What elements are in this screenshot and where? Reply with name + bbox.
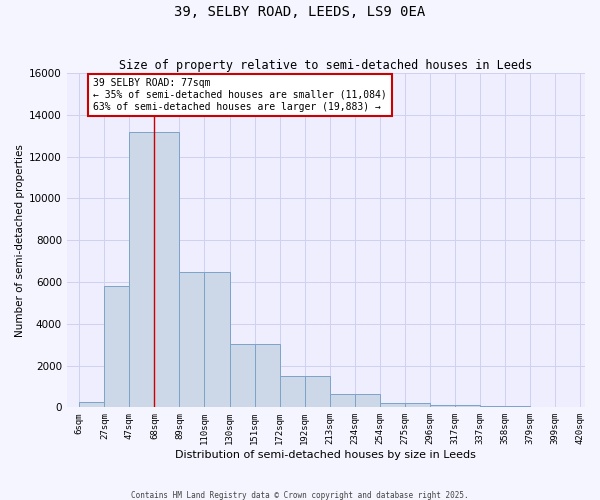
Bar — [79, 402, 104, 407]
Text: 39, SELBY ROAD, LEEDS, LS9 0EA: 39, SELBY ROAD, LEEDS, LS9 0EA — [175, 5, 425, 19]
Bar — [480, 406, 505, 407]
Bar — [555, 406, 580, 408]
Bar — [254, 344, 280, 407]
Y-axis label: Number of semi-detached properties: Number of semi-detached properties — [15, 144, 25, 336]
Bar — [430, 404, 455, 407]
Bar — [205, 272, 230, 407]
Bar — [280, 376, 305, 408]
Bar — [530, 406, 555, 408]
Bar — [505, 406, 530, 407]
Bar — [355, 394, 380, 407]
Title: Size of property relative to semi-detached houses in Leeds: Size of property relative to semi-detach… — [119, 59, 533, 72]
Bar — [154, 132, 179, 407]
Bar — [405, 402, 430, 407]
Bar — [179, 272, 205, 407]
Bar — [380, 402, 405, 407]
Bar — [104, 286, 130, 408]
Text: Contains HM Land Registry data © Crown copyright and database right 2025.: Contains HM Land Registry data © Crown c… — [131, 490, 469, 500]
Bar — [455, 404, 480, 407]
Bar — [230, 344, 254, 407]
Bar — [130, 132, 154, 407]
Text: 39 SELBY ROAD: 77sqm
← 35% of semi-detached houses are smaller (11,084)
63% of s: 39 SELBY ROAD: 77sqm ← 35% of semi-detac… — [93, 78, 387, 112]
Bar — [305, 376, 329, 408]
Bar — [329, 394, 355, 407]
X-axis label: Distribution of semi-detached houses by size in Leeds: Distribution of semi-detached houses by … — [175, 450, 476, 460]
